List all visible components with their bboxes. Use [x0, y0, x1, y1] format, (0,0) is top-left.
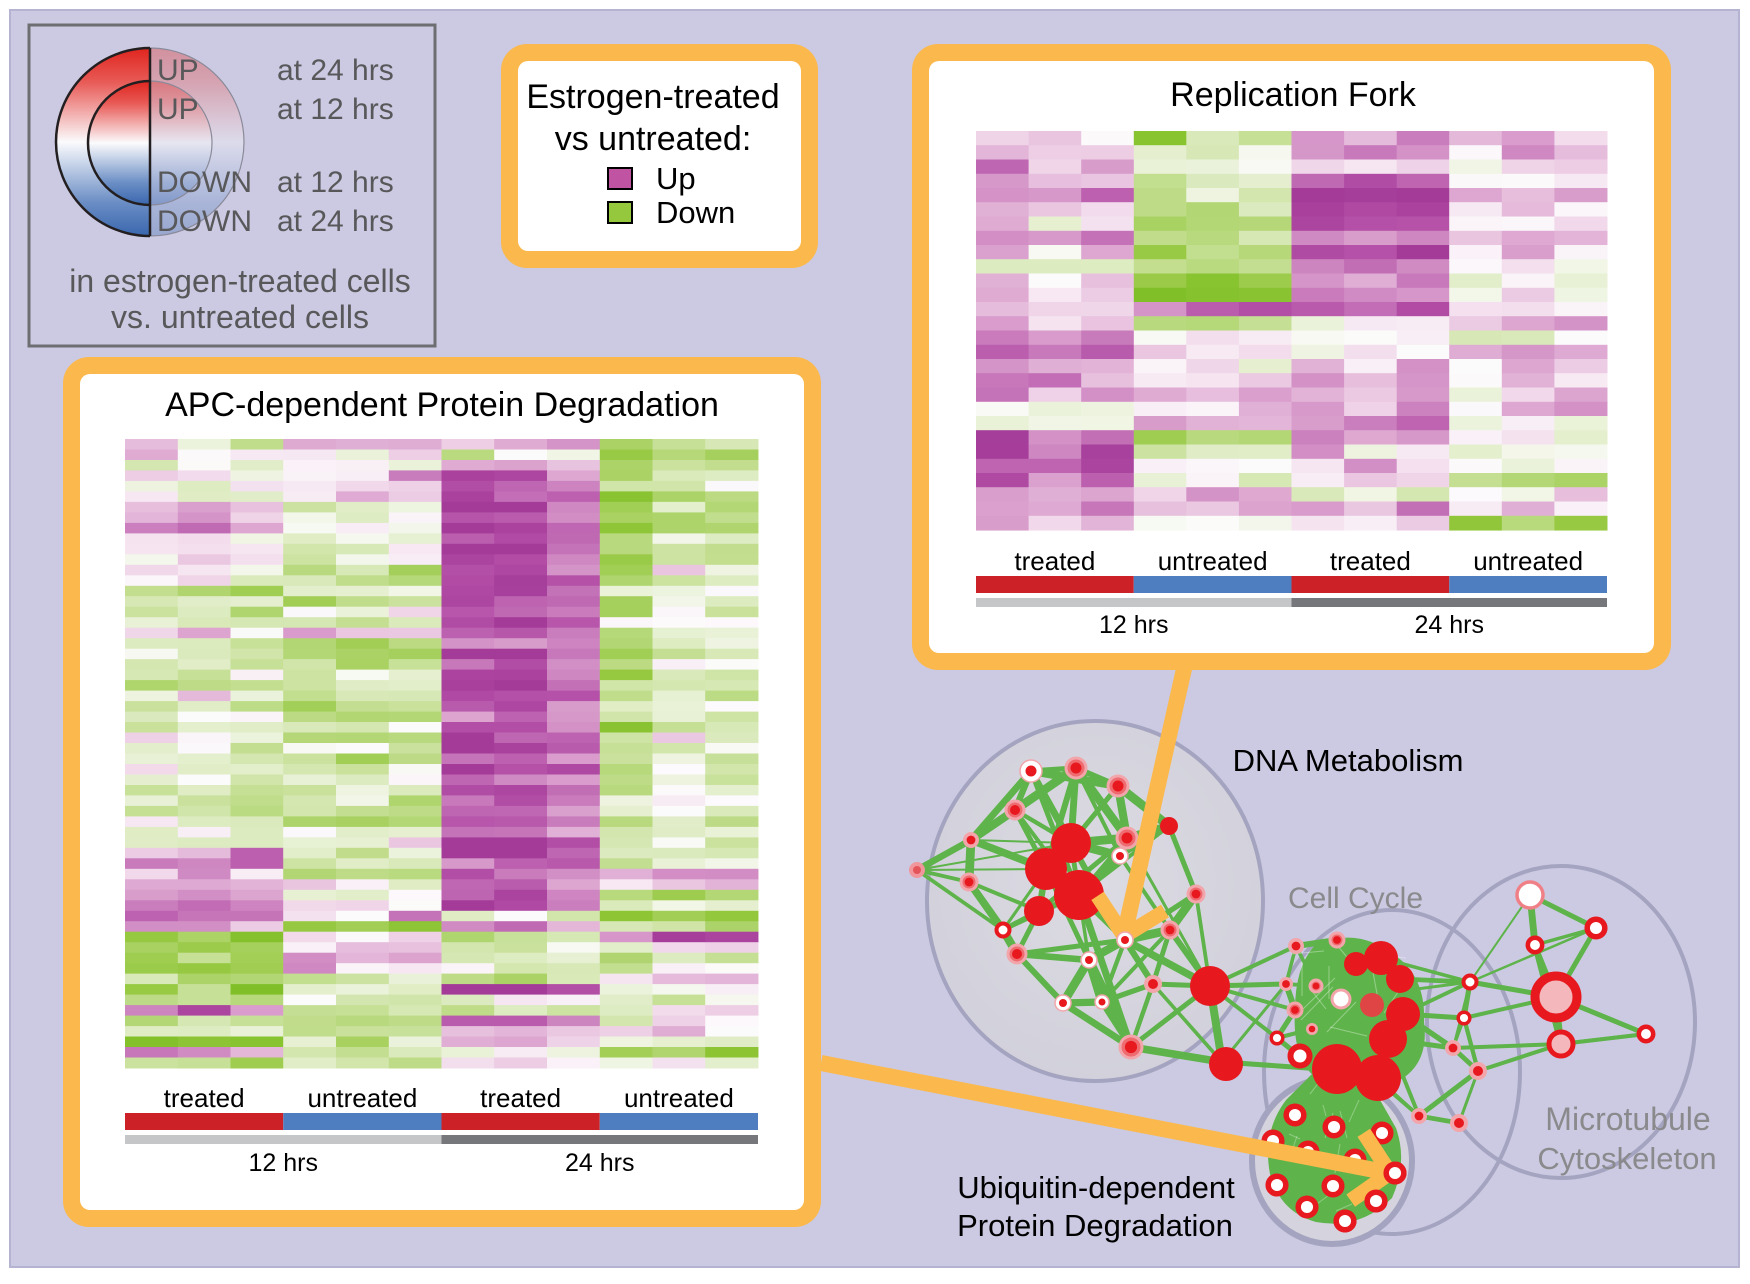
svg-text:treated: treated	[1330, 546, 1411, 576]
svg-text:treated: treated	[164, 1083, 245, 1113]
svg-text:Cell Cycle: Cell Cycle	[1288, 882, 1423, 915]
svg-text:DOWN: DOWN	[157, 166, 252, 199]
svg-text:UP: UP	[157, 93, 199, 126]
svg-text:at 12 hrs: at 12 hrs	[277, 93, 394, 126]
svg-text:UP: UP	[157, 54, 199, 87]
svg-text:untreated: untreated	[624, 1083, 734, 1113]
svg-text:12 hrs: 12 hrs	[1099, 611, 1168, 639]
svg-text:24 hrs: 24 hrs	[1415, 611, 1484, 639]
svg-text:Replication Fork: Replication Fork	[1170, 76, 1417, 114]
svg-text:treated: treated	[1014, 546, 1095, 576]
svg-text:DOWN: DOWN	[157, 205, 252, 238]
svg-text:vs untreated:: vs untreated:	[555, 120, 752, 158]
svg-text:Microtubule: Microtubule	[1545, 1101, 1710, 1137]
svg-text:Ubiquitin-dependent: Ubiquitin-dependent	[957, 1170, 1235, 1205]
svg-text:in estrogen-treated cells: in estrogen-treated cells	[69, 263, 411, 299]
svg-text:untreated: untreated	[307, 1083, 417, 1113]
svg-text:treated: treated	[480, 1083, 561, 1113]
svg-text:Cytoskeleton: Cytoskeleton	[1537, 1141, 1716, 1176]
svg-text:Estrogen-treated: Estrogen-treated	[526, 78, 779, 116]
svg-text:Down: Down	[656, 195, 735, 230]
svg-text:at 12 hrs: at 12 hrs	[277, 166, 394, 199]
svg-text:12 hrs: 12 hrs	[249, 1149, 318, 1177]
svg-text:untreated: untreated	[1473, 546, 1583, 576]
svg-text:24 hrs: 24 hrs	[565, 1149, 634, 1177]
svg-text:untreated: untreated	[1158, 546, 1268, 576]
svg-text:Up: Up	[656, 161, 696, 196]
svg-text:at 24 hrs: at 24 hrs	[277, 205, 394, 238]
svg-text:vs. untreated cells: vs. untreated cells	[111, 299, 369, 335]
svg-text:Protein Degradation: Protein Degradation	[957, 1208, 1233, 1243]
svg-text:DNA Metabolism: DNA Metabolism	[1233, 743, 1464, 778]
svg-text:at 24 hrs: at 24 hrs	[277, 54, 394, 87]
svg-text:APC-dependent Protein Degradat: APC-dependent Protein Degradation	[165, 386, 719, 424]
